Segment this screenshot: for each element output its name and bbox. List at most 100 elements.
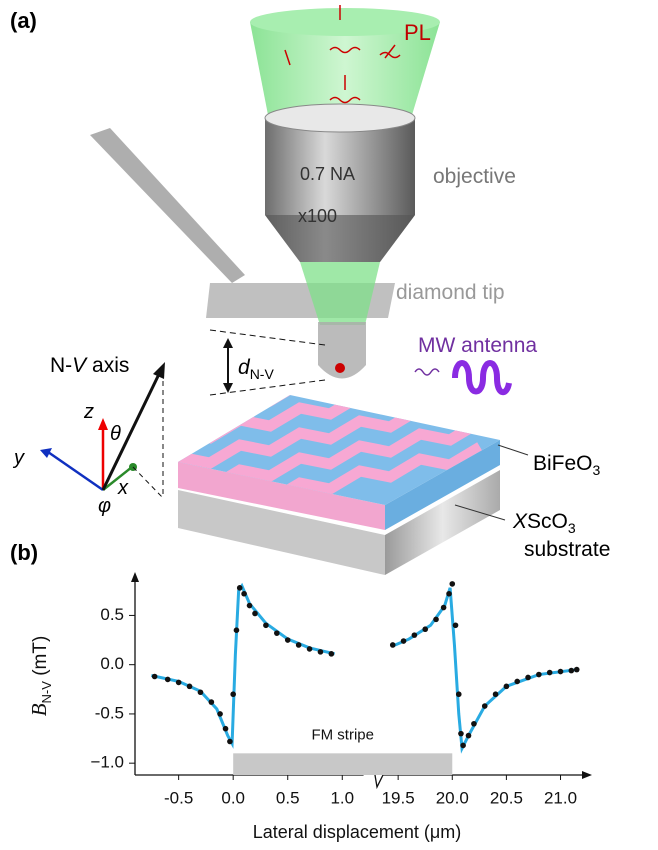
- data-point: [274, 630, 280, 636]
- data-point: [236, 585, 243, 591]
- data-point: [252, 610, 258, 617]
- x-axis-label: Lateral displacement (μm): [253, 822, 461, 842]
- data-point: [465, 732, 472, 739]
- leader: [497, 444, 529, 456]
- y-tick-label: 0.0: [100, 654, 124, 673]
- data-point: [389, 642, 396, 648]
- y-tick-label: -0.5: [95, 703, 124, 722]
- x-tick-label: 21.0: [544, 788, 577, 807]
- data-point: [230, 691, 236, 698]
- objective-nose: [265, 215, 415, 262]
- nv-n: N-: [50, 354, 72, 377]
- data-point: [208, 699, 215, 705]
- fit-line: [392, 587, 577, 754]
- data-point: [164, 676, 171, 683]
- data-point: [241, 590, 247, 597]
- pl-label: PL: [404, 20, 431, 45]
- xsco-label: XScO3: [512, 510, 576, 536]
- x-tick-label: 20.0: [436, 788, 469, 807]
- data-point: [227, 738, 233, 745]
- x-tick-label: 0.5: [276, 788, 300, 807]
- arrow-head: [131, 572, 139, 582]
- d-label: dN-V: [238, 356, 274, 382]
- d-symbol: d: [238, 356, 251, 379]
- data-point: [536, 671, 542, 678]
- substrate-front: [178, 490, 385, 575]
- mw-coil: [452, 360, 512, 396]
- film-front: [178, 462, 385, 530]
- xsco-text: ScO: [527, 510, 568, 533]
- mw-label: MW antenna: [418, 334, 537, 357]
- data-point: [573, 666, 580, 673]
- dash-line: [132, 466, 164, 499]
- arrow-head: [153, 362, 165, 379]
- data-point: [151, 673, 158, 680]
- data-point: [328, 651, 335, 657]
- data-point: [411, 632, 418, 638]
- z-label: z: [83, 401, 94, 423]
- data-point: [217, 711, 223, 717]
- panel-label: (b): [10, 540, 38, 565]
- data-point: [186, 683, 193, 690]
- nv-word: axis: [86, 354, 129, 377]
- x-label: x: [117, 477, 129, 499]
- band-label: FM stripe: [311, 726, 374, 743]
- panel-label: (a): [10, 8, 37, 33]
- arrow-head: [223, 383, 233, 393]
- x-axis-arrow: [102, 466, 133, 491]
- arrow-head: [98, 418, 108, 430]
- y-label-part: (mT): [30, 636, 51, 681]
- tip-label: diamond tip: [396, 281, 505, 304]
- nv-v: V: [72, 354, 88, 377]
- beam: [300, 262, 380, 325]
- y-tick-label: 0.5: [100, 605, 124, 624]
- data-point: [233, 627, 240, 634]
- xsco-sub: 3: [568, 520, 576, 536]
- bfo-label: BiFeO3: [533, 452, 601, 478]
- data-point: [246, 602, 253, 609]
- data-point: [222, 725, 229, 732]
- data-point: [452, 622, 459, 629]
- pl-photons: [284, 5, 401, 104]
- objective-top: [264, 103, 416, 133]
- data-point: [433, 616, 439, 623]
- y-label: y: [12, 447, 25, 469]
- x-tick-label: 0.0: [221, 788, 245, 807]
- x-tick-label: 20.5: [490, 788, 523, 807]
- fit-line: [151, 582, 335, 749]
- data-point: [317, 649, 324, 655]
- data-point: [568, 667, 575, 674]
- data-point: [440, 604, 447, 611]
- objective-na: 0.7 NA: [300, 164, 355, 184]
- arrow-head: [223, 338, 233, 348]
- plot: FM stripe -0.5 0.0 0.5 1.0 0.5 0.0 -0.5 −1.0 19.5…: [27, 581, 580, 842]
- y-axis-label: BN-V (mT): [27, 636, 54, 717]
- arrow-head: [582, 771, 592, 779]
- data-point: [503, 683, 510, 690]
- objective-mag: x100: [298, 206, 337, 226]
- nv-axis: [101, 371, 162, 491]
- mw-wave: [414, 368, 440, 376]
- data-point: [557, 668, 564, 675]
- substrate-side: [385, 470, 500, 575]
- data-point: [263, 622, 269, 629]
- substrate-label: substrate: [524, 538, 610, 561]
- data-point: [481, 703, 488, 709]
- data-point: [175, 679, 182, 686]
- data-point: [306, 646, 313, 652]
- y-label-part: B: [27, 703, 51, 716]
- data-point: [295, 642, 302, 648]
- schematic: (a) 0.7 NA x100 PL objective diamond tip…: [10, 5, 610, 575]
- bfo-text: BiFeO: [533, 452, 593, 475]
- y-axis-arrow: [47, 450, 104, 492]
- data-point: [460, 742, 466, 749]
- data-point: [446, 590, 452, 597]
- data-point: [449, 581, 456, 587]
- film-side: [385, 440, 500, 530]
- pl-cone: [250, 22, 440, 115]
- x-tick-label: 19.5: [382, 788, 415, 807]
- phi-label: φ: [98, 495, 111, 517]
- d-sub: N-V: [250, 366, 275, 382]
